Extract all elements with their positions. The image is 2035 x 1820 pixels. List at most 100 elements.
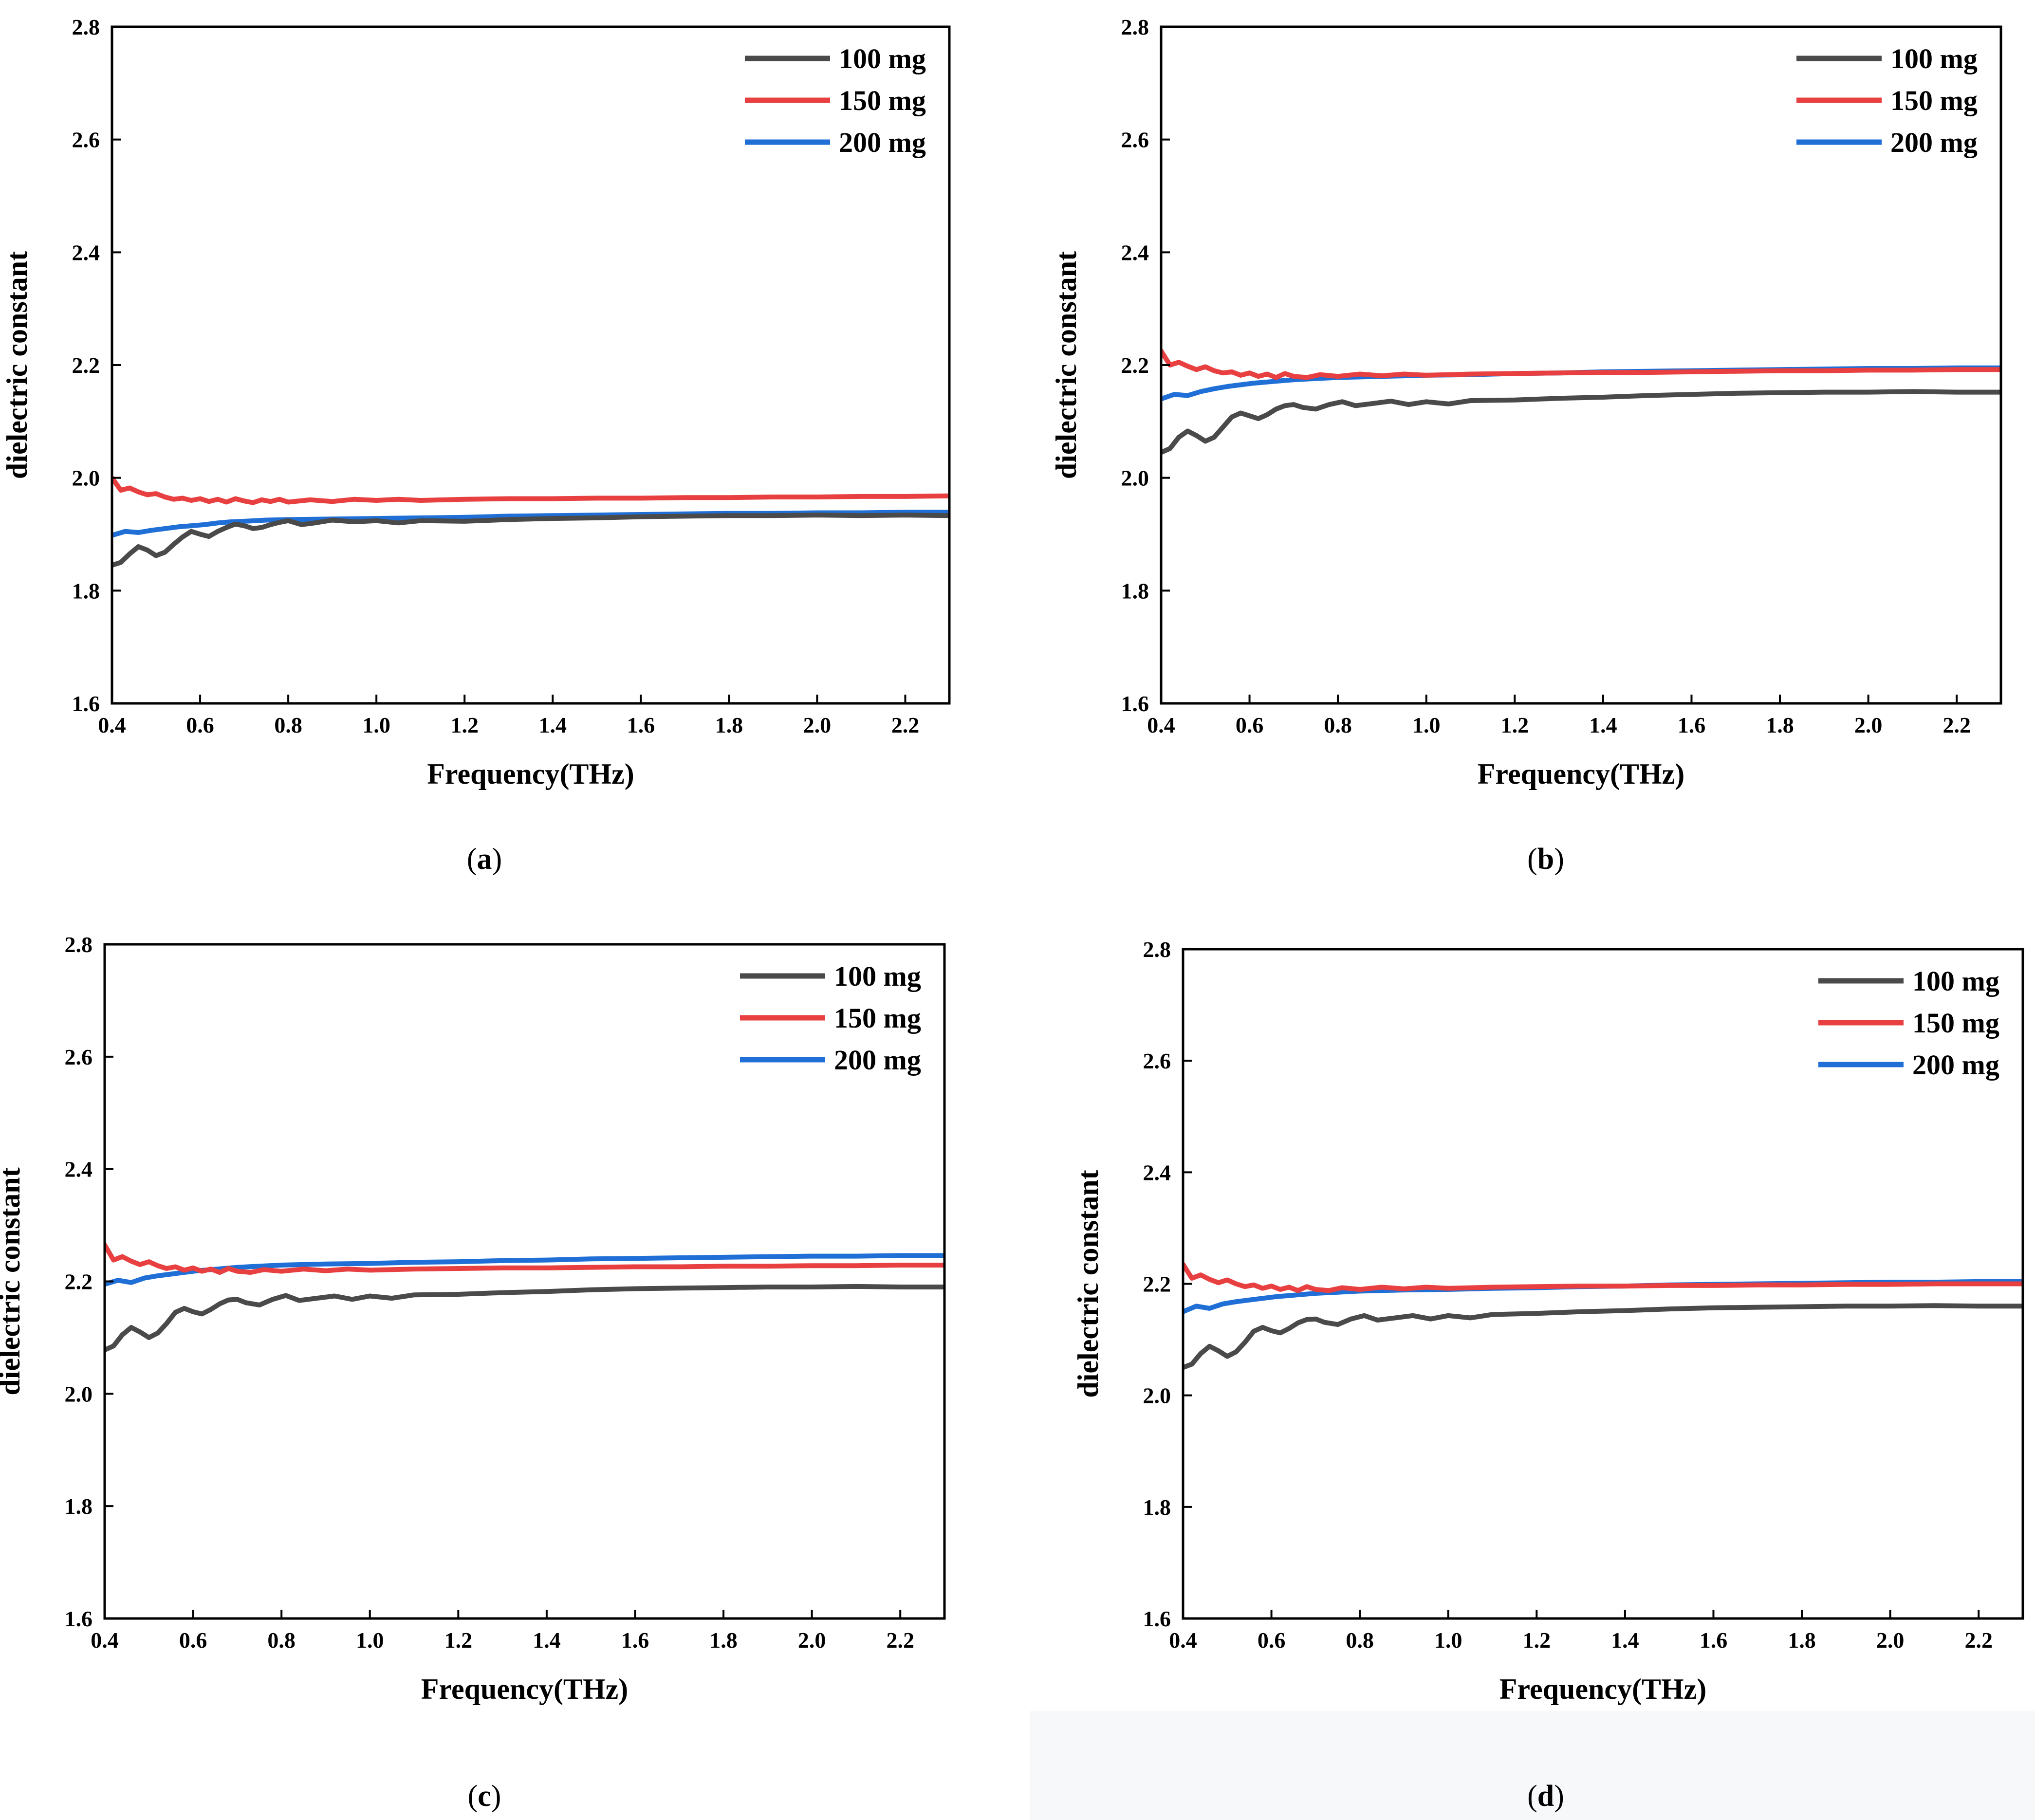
series-line-100-mg	[1183, 1303, 2023, 1370]
y-tick-label: 1.6	[1143, 1606, 1171, 1631]
y-tick-label: 2.8	[72, 15, 100, 39]
chart-panel-b: 0.4 0.6 0.8 1.0 1.2 1.4 1.6 1.8 2.0 2.2 1.6 1.8 2.0 2…	[1050, 15, 2002, 876]
caption-close-paren: )	[491, 1780, 501, 1813]
y-tick-label: 2.6	[1143, 1048, 1171, 1073]
y-tick-label: 2.2	[1121, 353, 1149, 378]
series-line-150-mg	[112, 475, 949, 505]
x-tick-label: 0.6	[186, 713, 214, 737]
y-tick-label: 2.2	[1143, 1272, 1171, 1297]
x-tick-label: 0.8	[1324, 713, 1352, 737]
x-tick-label: 1.6	[621, 1628, 649, 1653]
y-tick-label: 2.8	[1143, 937, 1171, 962]
x-axis-title: Frequency(THz)	[1499, 1673, 1706, 1705]
x-tick-label: 1.8	[709, 1628, 738, 1653]
legend-label: 150 mg	[1912, 1007, 1999, 1039]
x-tick-label: 1.0	[1434, 1628, 1462, 1653]
y-tick-label: 2.2	[65, 1269, 93, 1294]
y-tick-label: 2.6	[72, 128, 100, 152]
x-tick-label: 0.6	[1236, 713, 1264, 737]
x-tick-label: 1.0	[1412, 713, 1441, 737]
chart-panel-a: 0.4 0.6 0.8 1.0 1.2 1.4 1.6 1.8 2.0 2.2 1.6 1.8 2.0 2…	[1, 15, 951, 876]
series-line-150-mg	[105, 1242, 944, 1275]
y-tick-label: 2.4	[1121, 240, 1149, 265]
caption-letter: a	[477, 843, 492, 876]
legend-label: 150 mg	[1890, 85, 1978, 116]
x-axis-title: Frequency(THz)	[1478, 758, 1684, 790]
panel-caption: (d)	[1527, 1780, 1564, 1813]
caption-letter: d	[1537, 1780, 1554, 1813]
x-tick-label: 0.4	[98, 713, 126, 737]
x-tick-label: 1.8	[1766, 713, 1794, 737]
panels-root: 0.4 0.6 0.8 1.0 1.2 1.4 1.6 1.8 2.0 2.2 1.6 1.8 2.0 2…	[0, 15, 2024, 1813]
y-tick-label: 2.0	[1121, 466, 1149, 491]
panel-caption: (b)	[1527, 843, 1564, 876]
x-tick-label: 1.2	[444, 1628, 473, 1653]
caption-open-paren: (	[1527, 1780, 1537, 1813]
caption-open-paren: (	[467, 843, 477, 876]
legend-label: 100 mg	[1912, 965, 1999, 997]
x-tick-label: 0.4	[91, 1628, 119, 1653]
x-tick-label: 1.4	[533, 1628, 561, 1653]
x-tick-label: 2.0	[1876, 1628, 1905, 1653]
x-tick-label: 1.4	[539, 713, 567, 737]
legend-label: 100 mg	[834, 960, 921, 992]
x-tick-label: 1.6	[1678, 713, 1706, 737]
legend-label: 200 mg	[1890, 127, 1978, 158]
y-tick-label: 2.4	[72, 240, 100, 265]
x-tick-label: 1.8	[715, 713, 743, 737]
y-tick-label: 2.4	[1143, 1160, 1171, 1185]
legend-label: 100 mg	[1890, 43, 1978, 74]
legend-label: 150 mg	[839, 85, 926, 116]
x-tick-label: 1.6	[1700, 1628, 1728, 1653]
y-tick-label: 2.6	[65, 1045, 93, 1069]
x-tick-label: 2.0	[798, 1628, 826, 1653]
x-tick-label: 1.2	[1501, 713, 1529, 737]
x-tick-label: 1.6	[627, 713, 655, 737]
legend-label: 200 mg	[834, 1044, 921, 1076]
x-tick-label: 0.6	[179, 1628, 207, 1653]
x-tick-label: 2.2	[1942, 713, 1971, 737]
caption-close-paren: )	[1554, 1780, 1564, 1813]
y-tick-label: 2.2	[72, 353, 100, 378]
y-tick-label: 1.8	[1121, 578, 1149, 603]
caption-close-paren: )	[1554, 843, 1564, 876]
caption-letter: b	[1537, 843, 1554, 876]
chart-panel-d: 0.4 0.6 0.8 1.0 1.2 1.4 1.6 1.8 2.0 2.2 1.6 1.8 2.0 2…	[1072, 937, 2024, 1813]
y-tick-label: 2.0	[72, 466, 100, 491]
x-tick-label: 2.0	[1854, 713, 1883, 737]
y-tick-label: 2.8	[65, 932, 93, 957]
x-tick-label: 0.8	[267, 1628, 296, 1653]
panel-caption: (c)	[468, 1780, 501, 1813]
panel-caption: (a)	[467, 843, 502, 876]
x-tick-label: 1.4	[1611, 1628, 1639, 1653]
legend-label: 100 mg	[839, 43, 926, 74]
series-line-100-mg	[112, 513, 949, 568]
x-axis-title: Frequency(THz)	[427, 758, 634, 790]
y-tick-label: 1.6	[72, 691, 100, 716]
y-tick-label: 2.0	[65, 1381, 93, 1406]
x-tick-label: 2.2	[886, 1628, 914, 1653]
chart-panel-c: 0.4 0.6 0.8 1.0 1.2 1.4 1.6 1.8 2.0 2.2 1.6 1.8 2.0 2…	[0, 932, 946, 1813]
legend-label: 200 mg	[1912, 1049, 1999, 1081]
x-tick-label: 2.0	[803, 713, 832, 737]
series-line-100-mg	[105, 1284, 944, 1353]
series-line-150-mg	[1161, 349, 2001, 380]
y-tick-label: 1.6	[65, 1606, 93, 1631]
y-tick-label: 2.4	[65, 1157, 93, 1182]
y-axis-title: dielectric constant	[1050, 251, 1082, 479]
x-tick-label: 1.2	[450, 713, 479, 737]
y-axis-title: dielectric constant	[1072, 1170, 1104, 1397]
caption-close-paren: )	[492, 843, 502, 876]
x-tick-label: 1.4	[1589, 713, 1617, 737]
y-tick-label: 2.6	[1121, 128, 1149, 152]
caption-open-paren: (	[468, 1780, 478, 1813]
series-line-150-mg	[1183, 1262, 2023, 1293]
x-tick-label: 2.2	[1964, 1628, 1993, 1653]
x-tick-label: 2.2	[891, 713, 920, 737]
y-tick-label: 1.8	[1143, 1495, 1171, 1520]
y-axis-title: dielectric constant	[1, 251, 33, 479]
legend-label: 150 mg	[834, 1002, 921, 1034]
y-tick-label: 1.6	[1121, 691, 1149, 716]
